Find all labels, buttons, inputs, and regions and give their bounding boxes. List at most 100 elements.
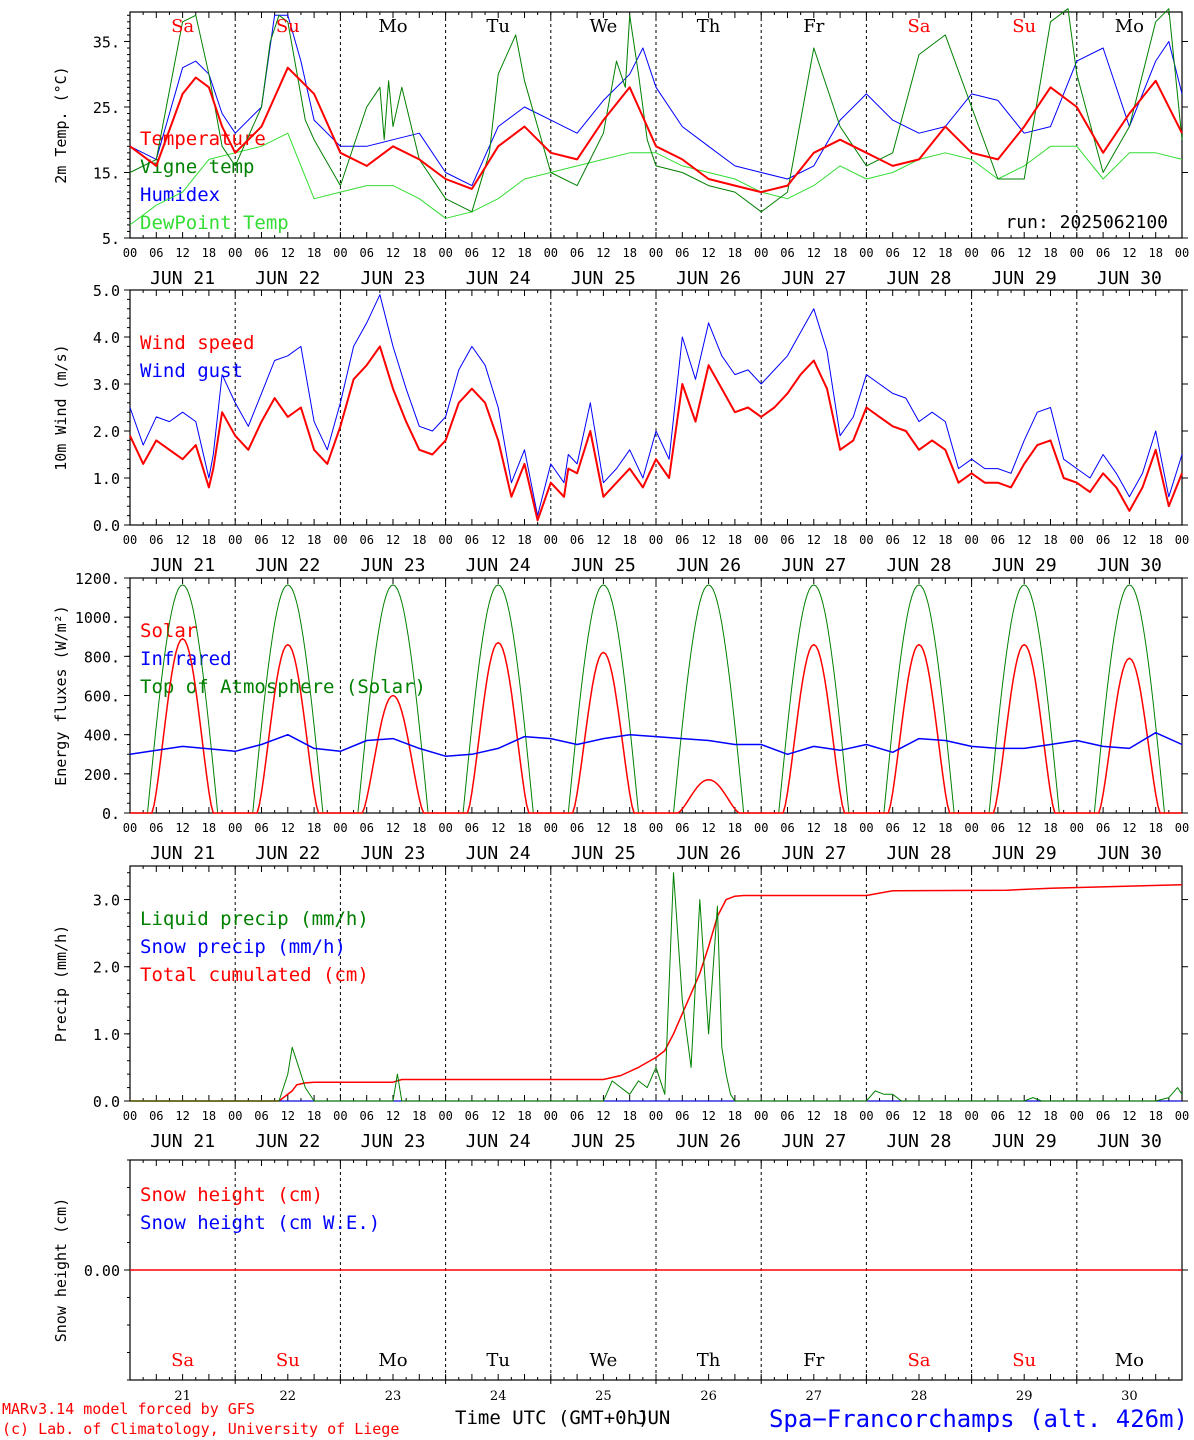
x-hour-label: 00: [544, 821, 558, 835]
day-name-label: Th: [697, 1350, 721, 1371]
x-hour-label: 18: [307, 1109, 321, 1123]
x-hour-label: 06: [149, 1109, 163, 1123]
x-hour-label: 12: [281, 533, 295, 547]
x-hour-label: 00: [228, 246, 242, 260]
series-dewpoint-temp: [129, 132, 1183, 226]
x-hour-label: 12: [912, 533, 926, 547]
series-liquid-precip-mm-h-: [130, 872, 1183, 1102]
series-solar: [130, 637, 1182, 814]
panel-snow: 0.00 Snow height (cm) Snow height (cm) Snow…: [52, 1159, 1188, 1404]
x-hour-label: 06: [465, 821, 479, 835]
x-hour-label: 18: [1148, 821, 1162, 835]
day-name-label: Fr: [803, 16, 824, 37]
x-hour-label: 12: [491, 246, 505, 260]
x-hour-label: 00: [438, 821, 452, 835]
x-hour-label: 00: [544, 533, 558, 547]
legend-entry: DewPoint Temp: [140, 212, 289, 234]
x-hour-label: 06: [675, 821, 689, 835]
y-tick-label: 35.: [93, 33, 120, 51]
panel-temperature: 5. 15. 25. 35. 2m Temp. (°C) 00 06 12 18 00 06 12 18…: [52, 8, 1189, 289]
x-date-label: JUN 21: [150, 843, 215, 864]
x-hour-label: 12: [1017, 533, 1031, 547]
x-date-label: JUN 30: [1097, 268, 1162, 289]
day-name-label: Tu: [486, 16, 510, 37]
x-hour-label: 00: [649, 1109, 663, 1123]
y-tick-label: 600.: [84, 688, 120, 706]
panel-wind: 0.0 1.0 2.0 3.0 4.0 5.0 10m Wind (m/s) 00 06 12 18…: [52, 282, 1189, 576]
x-date-label: JUN 29: [992, 1131, 1057, 1152]
x-hour-label: 12: [807, 1109, 821, 1123]
x-hour-label: 12: [701, 821, 715, 835]
x-hour-label: 18: [728, 533, 742, 547]
x-hour-label: 12: [596, 246, 610, 260]
x-hour-label: 06: [254, 246, 268, 260]
x-date-label: JUN 26: [676, 1131, 741, 1152]
x-date-label: JUN 23: [360, 268, 425, 289]
x-hour-label: 12: [807, 246, 821, 260]
x-date-label: JUN 24: [466, 268, 531, 289]
x-hour-label: 18: [938, 533, 952, 547]
x-date-label: JUN 22: [255, 555, 320, 576]
x-hour-label: 06: [149, 821, 163, 835]
x-hour-label: 18: [622, 821, 636, 835]
x-hour-label: 18: [938, 821, 952, 835]
day-name-label: Su: [276, 16, 300, 37]
day-name-label: Mo: [378, 1350, 407, 1371]
x-date-label: JUN 26: [676, 268, 741, 289]
x-hour-label: 18: [833, 533, 847, 547]
x-hour-label: 12: [175, 821, 189, 835]
y-tick-label: 25.: [93, 99, 120, 117]
x-hour-label: 00: [228, 1109, 242, 1123]
x-hour-label: 12: [491, 821, 505, 835]
x-hour-label: 12: [912, 246, 926, 260]
day-name-label: Mo: [1115, 1350, 1144, 1371]
x-hour-label: 12: [596, 821, 610, 835]
x-hour-label: 12: [912, 1109, 926, 1123]
x-hour-label: 00: [228, 821, 242, 835]
day-name-label: Tu: [486, 1350, 510, 1371]
x-hour-label: 12: [281, 1109, 295, 1123]
x-hour-label: 06: [991, 1109, 1005, 1123]
x-hour-label: 00: [123, 1109, 137, 1123]
day-name-label: Su: [276, 1350, 300, 1371]
x-hour-label: 06: [991, 246, 1005, 260]
x-hour-label: 00: [544, 246, 558, 260]
x-hour-label: 18: [517, 1109, 531, 1123]
x-date-label: JUN 25: [571, 268, 636, 289]
day-number-label: 25: [595, 1389, 612, 1404]
x-hour-label: 06: [359, 821, 373, 835]
day-number-label: 28: [911, 1389, 928, 1404]
x-hour-label: 18: [1148, 1109, 1162, 1123]
x-hour-label: 00: [438, 246, 452, 260]
x-hour-label: 18: [307, 821, 321, 835]
x-hour-label: 12: [1122, 821, 1136, 835]
series-wind-gust: [129, 294, 1183, 517]
y-tick-label: 0.: [102, 805, 120, 823]
x-hour-label: 06: [780, 533, 794, 547]
series-infrared: [129, 731, 1183, 757]
series-total-cumulated-cm-: [130, 884, 1183, 1102]
x-hour-label: 00: [649, 821, 663, 835]
panel-precip: 0.0 1.0 2.0 3.0 Precip (mm/h) 00 06 12 18 00 06 12 1…: [52, 865, 1189, 1152]
x-hour-label: 06: [780, 821, 794, 835]
x-date-label: JUN 24: [466, 843, 531, 864]
x-hour-label: 18: [412, 246, 426, 260]
x-hour-label: 12: [386, 821, 400, 835]
x-hour-label: 12: [386, 533, 400, 547]
x-hour-label: 18: [202, 1109, 216, 1123]
legend-entry: Liquid precip (mm/h): [140, 908, 369, 930]
y-axis-title: Energy fluxes (W/m²): [52, 605, 70, 786]
day-name-label: Sa: [171, 1350, 194, 1371]
x-hour-label: 18: [938, 246, 952, 260]
x-hour-label: 06: [465, 246, 479, 260]
x-hour-label: 18: [1043, 246, 1057, 260]
x-date-label: JUN 25: [571, 1131, 636, 1152]
x-hour-label: 00: [1175, 246, 1189, 260]
x-hour-label: 18: [517, 533, 531, 547]
x-hour-label: 00: [438, 533, 452, 547]
x-hour-label: 06: [675, 246, 689, 260]
x-date-label: JUN 29: [992, 555, 1057, 576]
day-number-label: 29: [1016, 1389, 1033, 1404]
y-tick-label: 2.0: [93, 959, 120, 977]
